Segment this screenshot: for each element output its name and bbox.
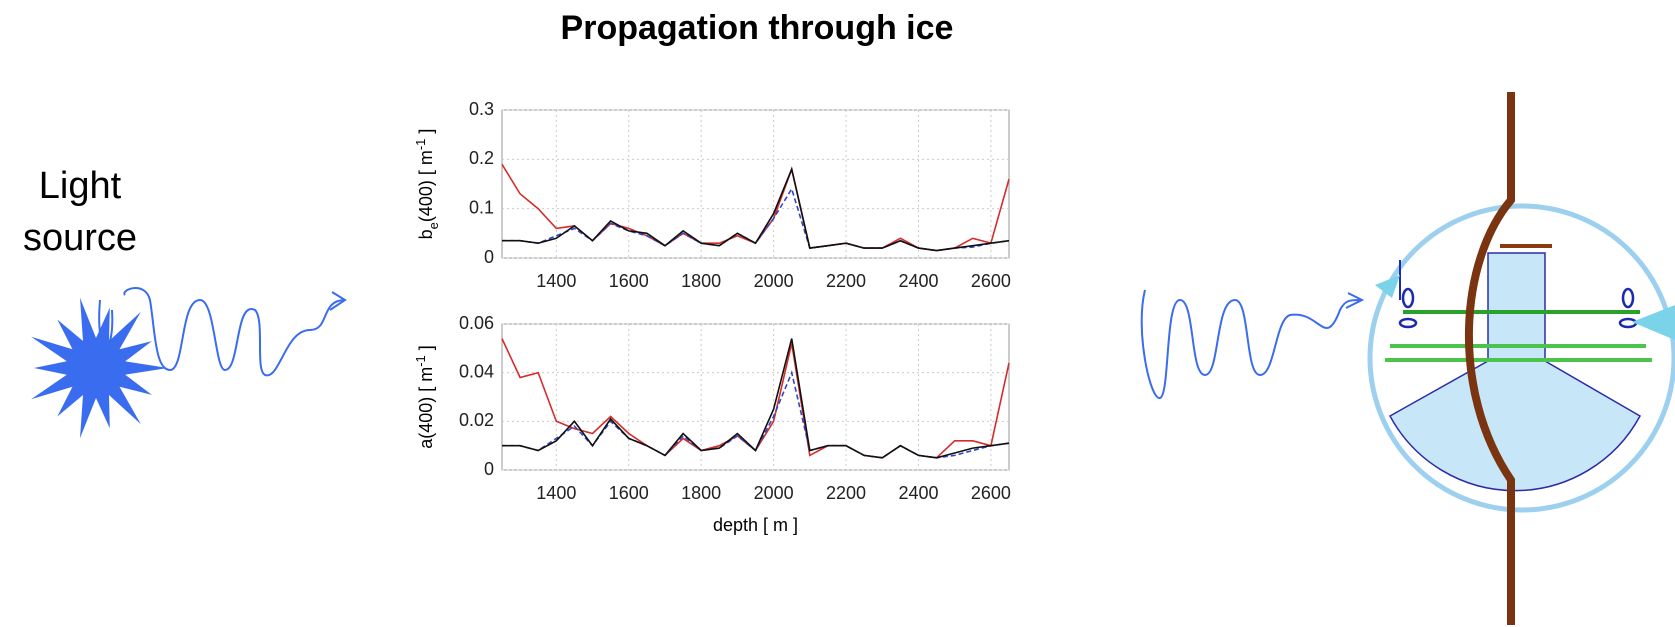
x-tick-label: 1800 [681,483,721,503]
x-tick-label: 2600 [971,271,1011,291]
x-tick-label: 2200 [826,483,866,503]
light-wave [98,287,347,377]
data-line [502,338,1010,459]
y-axis-label-part: ] [416,345,436,355]
y-axis-label: a(400) [ m-1 ] [413,345,436,449]
y-axis-label-part: b [416,229,436,239]
x-tick-label: 1400 [536,483,576,503]
y-axis-label-part: (400) [ m [416,150,436,222]
y-tick-label: 0 [484,459,494,479]
x-tick-label: 2400 [898,483,938,503]
light-source-label: source [23,217,137,259]
x-tick-label: 2000 [754,271,794,291]
x-tick-label: 2000 [754,483,794,503]
optical-module [1367,92,1675,625]
light-source-label: Light [39,165,122,207]
x-axis-label: depth [ m ] [713,515,798,535]
plot-frame [501,323,1010,471]
y-tick-label: 0.06 [459,313,494,333]
plot-frame [501,109,1010,259]
y-tick-label: 0 [484,247,494,267]
y-axis-label-part: ] [416,129,436,139]
x-tick-label: 1600 [609,271,649,291]
light-source-star [31,297,168,439]
y-axis-label-part: a(400) [ m [416,367,436,449]
x-tick-label: 1600 [609,483,649,503]
x-tick-label: 2600 [971,483,1011,503]
y-tick-label: 0.02 [459,410,494,430]
x-tick-label: 1400 [536,271,576,291]
slide-title: Propagation through ice [561,9,954,47]
y-tick-label: 0.04 [459,361,494,381]
y-axis-label-part: -1 [413,139,428,151]
y-tick-label: 0.2 [469,148,494,168]
x-tick-label: 2400 [898,271,938,291]
x-tick-label: 1800 [681,271,721,291]
light-wave [1140,289,1365,399]
y-tick-label: 0.3 [469,99,494,119]
data-line [502,166,1010,252]
x-tick-label: 2200 [826,271,866,291]
y-axis-label-part: -1 [413,355,428,367]
y-tick-label: 0.1 [469,197,494,217]
y-axis-label: be(400) [ m-1 ] [413,129,441,240]
y-axis-label-part: e [426,222,441,229]
